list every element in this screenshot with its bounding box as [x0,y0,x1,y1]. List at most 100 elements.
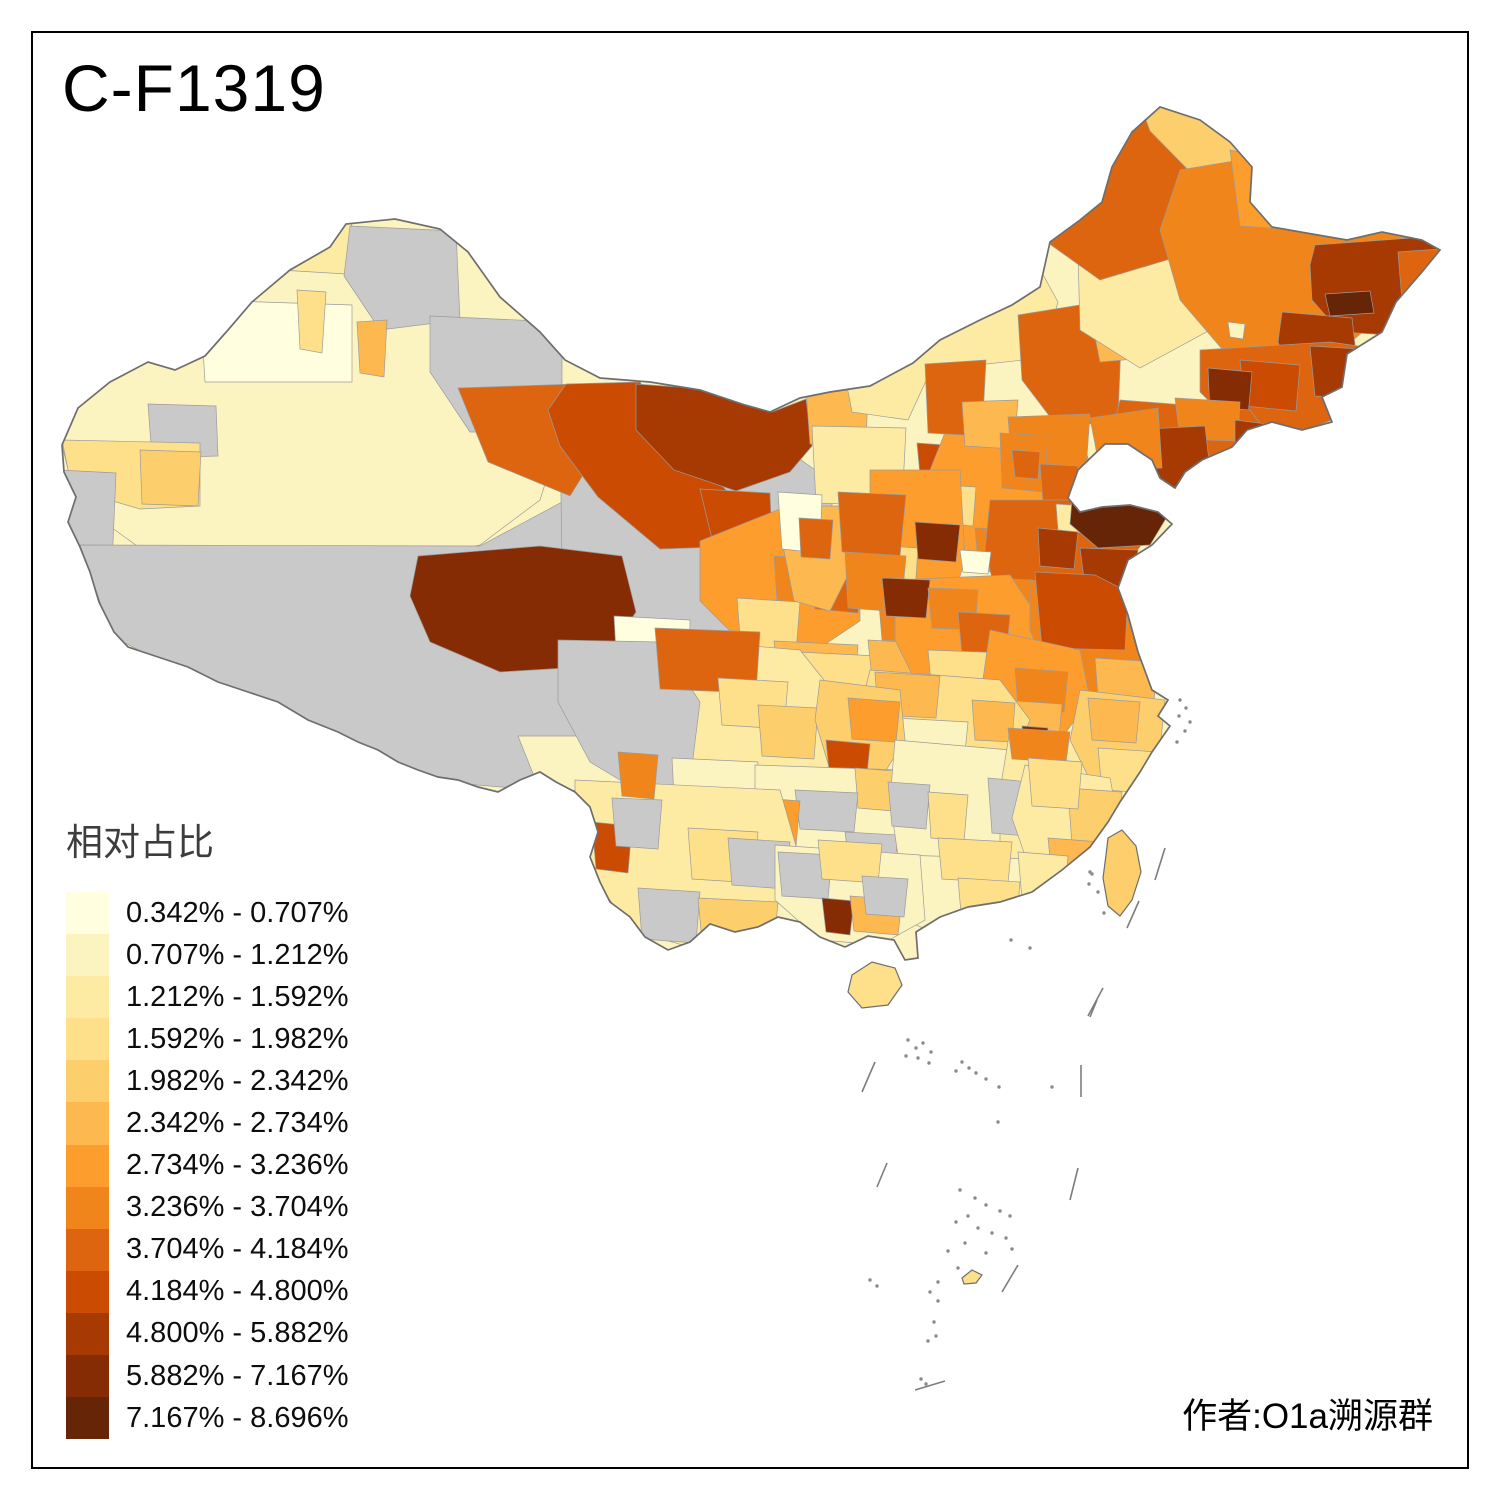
islet-speck [974,1071,978,1075]
mainland-regions [62,107,1440,960]
legend-swatch [66,892,109,935]
boundary-dash [1001,1264,1019,1293]
region-altay-pale [279,214,353,275]
islet-speck [927,1061,931,1065]
islet-speck [914,1046,918,1050]
islet-speck [936,1299,940,1303]
islet-speck [1188,720,1192,724]
legend-swatch [66,1144,109,1187]
islet-speck [998,1209,1002,1213]
region-hunan-gray [887,781,931,830]
boundary-dash [1089,999,1098,1018]
islet-speck [984,1077,988,1081]
region-puyang-cream [959,549,992,575]
region-yunnan-gray2 [637,887,701,944]
islet-speck [976,1226,980,1230]
legend-swatch [66,1060,109,1103]
country-outline [61,106,1442,961]
islet-speck [921,1041,925,1045]
legend-swatch [66,1186,109,1229]
region-ili-inner [139,449,202,507]
legend-label: 0.707% - 1.212% [126,938,349,971]
legend-label: 4.184% - 4.800% [126,1275,349,1308]
islet-speck [932,1320,936,1324]
islet-speck [963,1241,967,1245]
hainan-island [847,961,903,1009]
legend-item: 2.734% - 3.236% [66,1144,349,1187]
region-heihe [1229,149,1311,231]
legend-label: 1.212% - 1.592% [126,980,349,1013]
islet-speck [1088,870,1092,874]
islet-speck [1177,714,1181,718]
plot-title: C-F1319 [62,51,326,125]
legend-swatch [66,1018,109,1061]
region-hegang-darkest [1324,290,1375,317]
boundary-dash [1126,900,1140,929]
legend-items: 0.342% - 0.707% 0.707% - 1.212% 1.212% - 1… [66,892,349,1440]
legend-label: 4.800% - 5.882% [126,1317,349,1350]
islet-speck [1009,938,1013,942]
region-harbin-pale-dot [1227,321,1246,340]
islet-speck [1178,698,1182,702]
boundary-dash [1069,1167,1079,1201]
legend-item: 0.342% - 0.707% [66,892,348,935]
region-hefei [1014,667,1069,713]
legend-item: 3.704% - 4.184% [66,1228,349,1271]
islet-speck [954,1220,958,1224]
region-yunnan-amber [697,897,779,946]
region-xuzhou-yancheng-dark [1034,571,1129,651]
islet-speck [1008,1214,1012,1218]
region-hangzhou [1087,697,1141,744]
legend-swatch [66,1270,109,1313]
islet-speck [997,1085,1001,1089]
region-xinjiang-north-pale [199,299,353,383]
region-nujiang [617,751,659,800]
islet-speck [984,1251,988,1255]
taiwan-island [1102,829,1142,917]
islet-speck [929,1050,933,1054]
boundary-dash [876,1162,888,1188]
legend-swatch [66,934,109,977]
islet-speck [1087,882,1091,886]
region-hunan-amber [927,791,969,842]
legend-label: 2.342% - 2.734% [126,1107,349,1140]
boundary-dash [861,1061,876,1093]
region-guizhou-gray1 [794,789,859,833]
islet-speck [924,1382,928,1386]
legend-swatch [66,1355,109,1398]
islet-speck [926,1339,930,1343]
legend-title: 相对占比 [66,822,214,863]
islet-speck [934,1334,938,1338]
legend-item: 1.212% - 1.592% [66,976,349,1019]
legend-label: 3.704% - 4.184% [126,1233,349,1266]
region-altay-gray [343,225,461,331]
islet-speck [1028,946,1032,950]
islet-speck [1175,740,1179,744]
region-guangdong-north [937,837,1013,884]
region-guangxi-gray2 [861,875,909,918]
region-chongzuo-dark [821,897,855,936]
legend-swatch [66,1102,109,1145]
islet-speck [1096,890,1100,894]
region-yanbian-dark [1309,345,1397,400]
legend-item: 7.167% - 8.696% [66,1397,348,1440]
region-neijiang-amber [757,704,819,760]
legend-swatch [66,976,109,1019]
region-linfen-dark [914,521,961,563]
boundary-dash [914,1380,946,1391]
region-jinan-dark [1037,527,1079,570]
legend-label: 1.592% - 1.982% [126,1022,349,1055]
boundary-dash [1154,847,1166,881]
islet-speck [919,1377,923,1381]
legend-label: 2.734% - 3.236% [126,1149,349,1182]
legend-item: 1.982% - 2.342% [66,1060,348,1103]
islet-speck [906,1038,910,1042]
islet-speck [984,1203,988,1207]
islet-speck [904,1054,908,1058]
islet-speck [1183,729,1187,733]
region-chongqing-east [847,697,901,743]
region-nanping-pale [1027,757,1083,810]
islet-speck [966,1214,970,1218]
islet-speck [990,1231,994,1235]
region-beijing-inner [1011,449,1041,480]
